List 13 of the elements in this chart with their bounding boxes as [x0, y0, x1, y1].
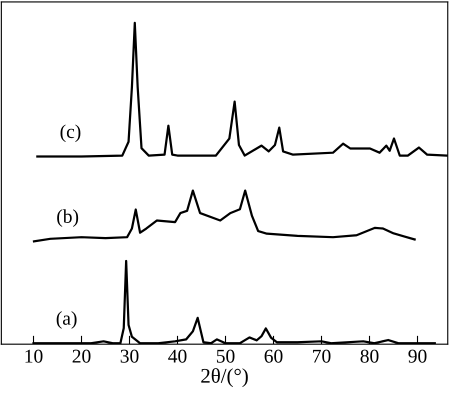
x-tick-label: 80: [360, 350, 378, 363]
series-label: (c): [60, 124, 80, 142]
x-tick-label: 70: [313, 350, 330, 363]
x-axis-title: 2θ/(°): [201, 368, 248, 388]
series-label: (b): [57, 209, 78, 227]
x-tick-label: 20: [72, 350, 90, 363]
x-tick-label: 90: [408, 350, 426, 363]
x-tick-label: 60: [264, 350, 282, 363]
x-tick-label: 50: [216, 350, 234, 363]
x-tick-label: 30: [120, 350, 138, 363]
x-tick-label: 40: [168, 350, 186, 363]
x-tick-label: 10: [26, 350, 42, 363]
series-label: (a): [56, 311, 77, 329]
